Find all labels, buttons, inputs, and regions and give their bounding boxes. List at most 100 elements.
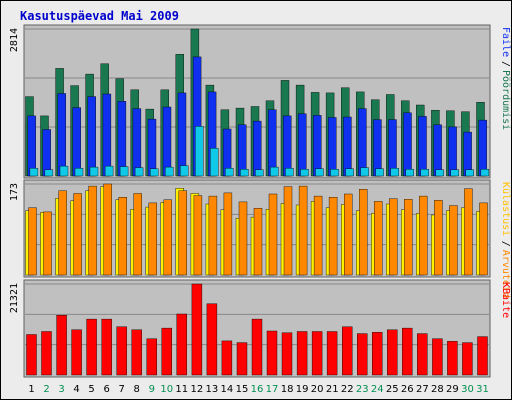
- bar-requests-2: [72, 107, 82, 177]
- bar-requests-2: [268, 109, 277, 177]
- bar-visits-2: [43, 211, 52, 276]
- bar-requests-2: [27, 115, 36, 177]
- bar-requests-3: [119, 166, 129, 177]
- bar-requests-3: [315, 168, 324, 177]
- day-label: 27: [416, 384, 429, 395]
- bar-requests-2: [343, 116, 352, 177]
- bar-requests-2: [132, 108, 142, 177]
- day-label: 13: [206, 384, 219, 395]
- bar-requests-2: [237, 124, 247, 177]
- bar-kbytes-1: [417, 333, 428, 376]
- bar-requests-3: [285, 167, 294, 177]
- bar-kbytes-1: [221, 340, 233, 376]
- bar-requests-3: [330, 168, 339, 177]
- chart-title: Kasutuspäevad Mai 2009: [20, 9, 179, 23]
- bar-kbytes-1: [236, 342, 248, 376]
- bar-visits-2: [268, 193, 278, 276]
- bar-visits-2: [374, 201, 383, 276]
- day-label: 22: [341, 384, 354, 395]
- bar-visits-2: [208, 195, 218, 276]
- day-label: 15: [236, 384, 249, 395]
- y-max-label: 2814: [9, 28, 20, 52]
- bar-kbytes-1: [176, 313, 188, 376]
- bar-requests-3: [270, 166, 279, 177]
- bar-kbytes-1: [326, 331, 338, 376]
- bar-kbytes-1: [462, 342, 473, 376]
- bar-kbytes-1: [131, 329, 142, 376]
- bar-requests-3: [74, 167, 84, 177]
- bar-requests-3: [345, 168, 354, 177]
- bar-requests-2: [418, 116, 427, 177]
- bar-visits-2: [479, 202, 488, 276]
- bar-visits-2: [328, 196, 338, 276]
- bar-visits-2: [434, 200, 443, 276]
- bar-requests-2: [177, 92, 187, 177]
- bar-kbytes-1: [146, 338, 158, 376]
- bar-visits-2: [253, 207, 263, 276]
- bar-visits-2: [223, 192, 233, 276]
- legend-separator: /: [500, 241, 511, 247]
- day-label: 19: [296, 384, 309, 395]
- bar-requests-2: [298, 113, 307, 177]
- bar-visits-2: [389, 198, 398, 276]
- bar-requests-2: [388, 119, 397, 177]
- bar-requests-2: [283, 115, 292, 177]
- bar-kbytes-1: [296, 331, 308, 376]
- bar-kbytes-1: [116, 326, 127, 376]
- day-labels-group: 1 2 3 4 5 6 7 8 9 10 11 12 13 14 15 16 17 18 19 20 21 22 23 24 2…: [28, 384, 489, 395]
- bar-requests-3: [480, 168, 490, 177]
- day-label: 3: [58, 384, 64, 395]
- bar-requests-2: [478, 119, 487, 177]
- bar-visits-2: [404, 199, 413, 276]
- bar-kbytes-1: [161, 327, 173, 376]
- day-label: 21: [326, 384, 339, 395]
- bar-kbytes-1: [432, 338, 443, 376]
- bar-requests-3: [179, 165, 189, 177]
- bar-requests-2: [328, 117, 337, 177]
- bar-requests-3: [435, 169, 444, 177]
- bar-visits-2: [419, 195, 428, 276]
- day-label: 18: [281, 384, 294, 395]
- day-label: 30: [461, 384, 474, 395]
- bar-kbytes-1: [402, 327, 413, 376]
- bar-requests-3: [44, 169, 54, 177]
- bar-visits-2: [178, 190, 188, 276]
- bar-requests-3: [149, 168, 159, 177]
- bar-visits-2: [28, 207, 37, 276]
- day-label: 14: [221, 384, 234, 395]
- bar-requests-2: [463, 131, 472, 177]
- bar-visits-2: [118, 196, 127, 276]
- y-max-label: 173: [9, 183, 20, 201]
- bar-requests-2: [433, 124, 442, 177]
- day-label: 23: [356, 384, 369, 395]
- bar-visits-2: [449, 205, 458, 276]
- legend-separator: /: [500, 61, 511, 67]
- day-label: 9: [149, 384, 155, 395]
- day-label: 11: [175, 384, 188, 395]
- day-label: 29: [446, 384, 459, 395]
- bar-kbytes-1: [342, 326, 353, 376]
- bar-requests-2: [403, 112, 412, 177]
- bar-visits-2: [103, 183, 112, 276]
- bar-requests-3: [255, 169, 264, 177]
- legend-label: Faile: [500, 27, 511, 57]
- day-label: 5: [88, 384, 94, 395]
- bar-kbytes-1: [477, 336, 488, 376]
- bar-requests-3: [210, 148, 219, 177]
- panels-group: 2814 173 21321: [9, 24, 491, 378]
- bar-requests-3: [405, 168, 414, 177]
- bar-visits-2: [58, 190, 67, 276]
- bar-requests-3: [375, 168, 384, 177]
- bar-requests-2: [57, 93, 66, 177]
- bar-requests-2: [102, 93, 112, 177]
- bar-kbytes-1: [86, 318, 97, 376]
- bar-visits-2: [148, 202, 158, 276]
- bar-requests-2: [162, 106, 172, 177]
- bar-requests-3: [390, 167, 399, 177]
- bar-requests-2: [373, 119, 382, 177]
- day-label: 6: [104, 384, 110, 395]
- bar-visits-2: [163, 199, 173, 276]
- bar-visits-2: [344, 193, 353, 276]
- bar-kbytes-1: [101, 318, 112, 376]
